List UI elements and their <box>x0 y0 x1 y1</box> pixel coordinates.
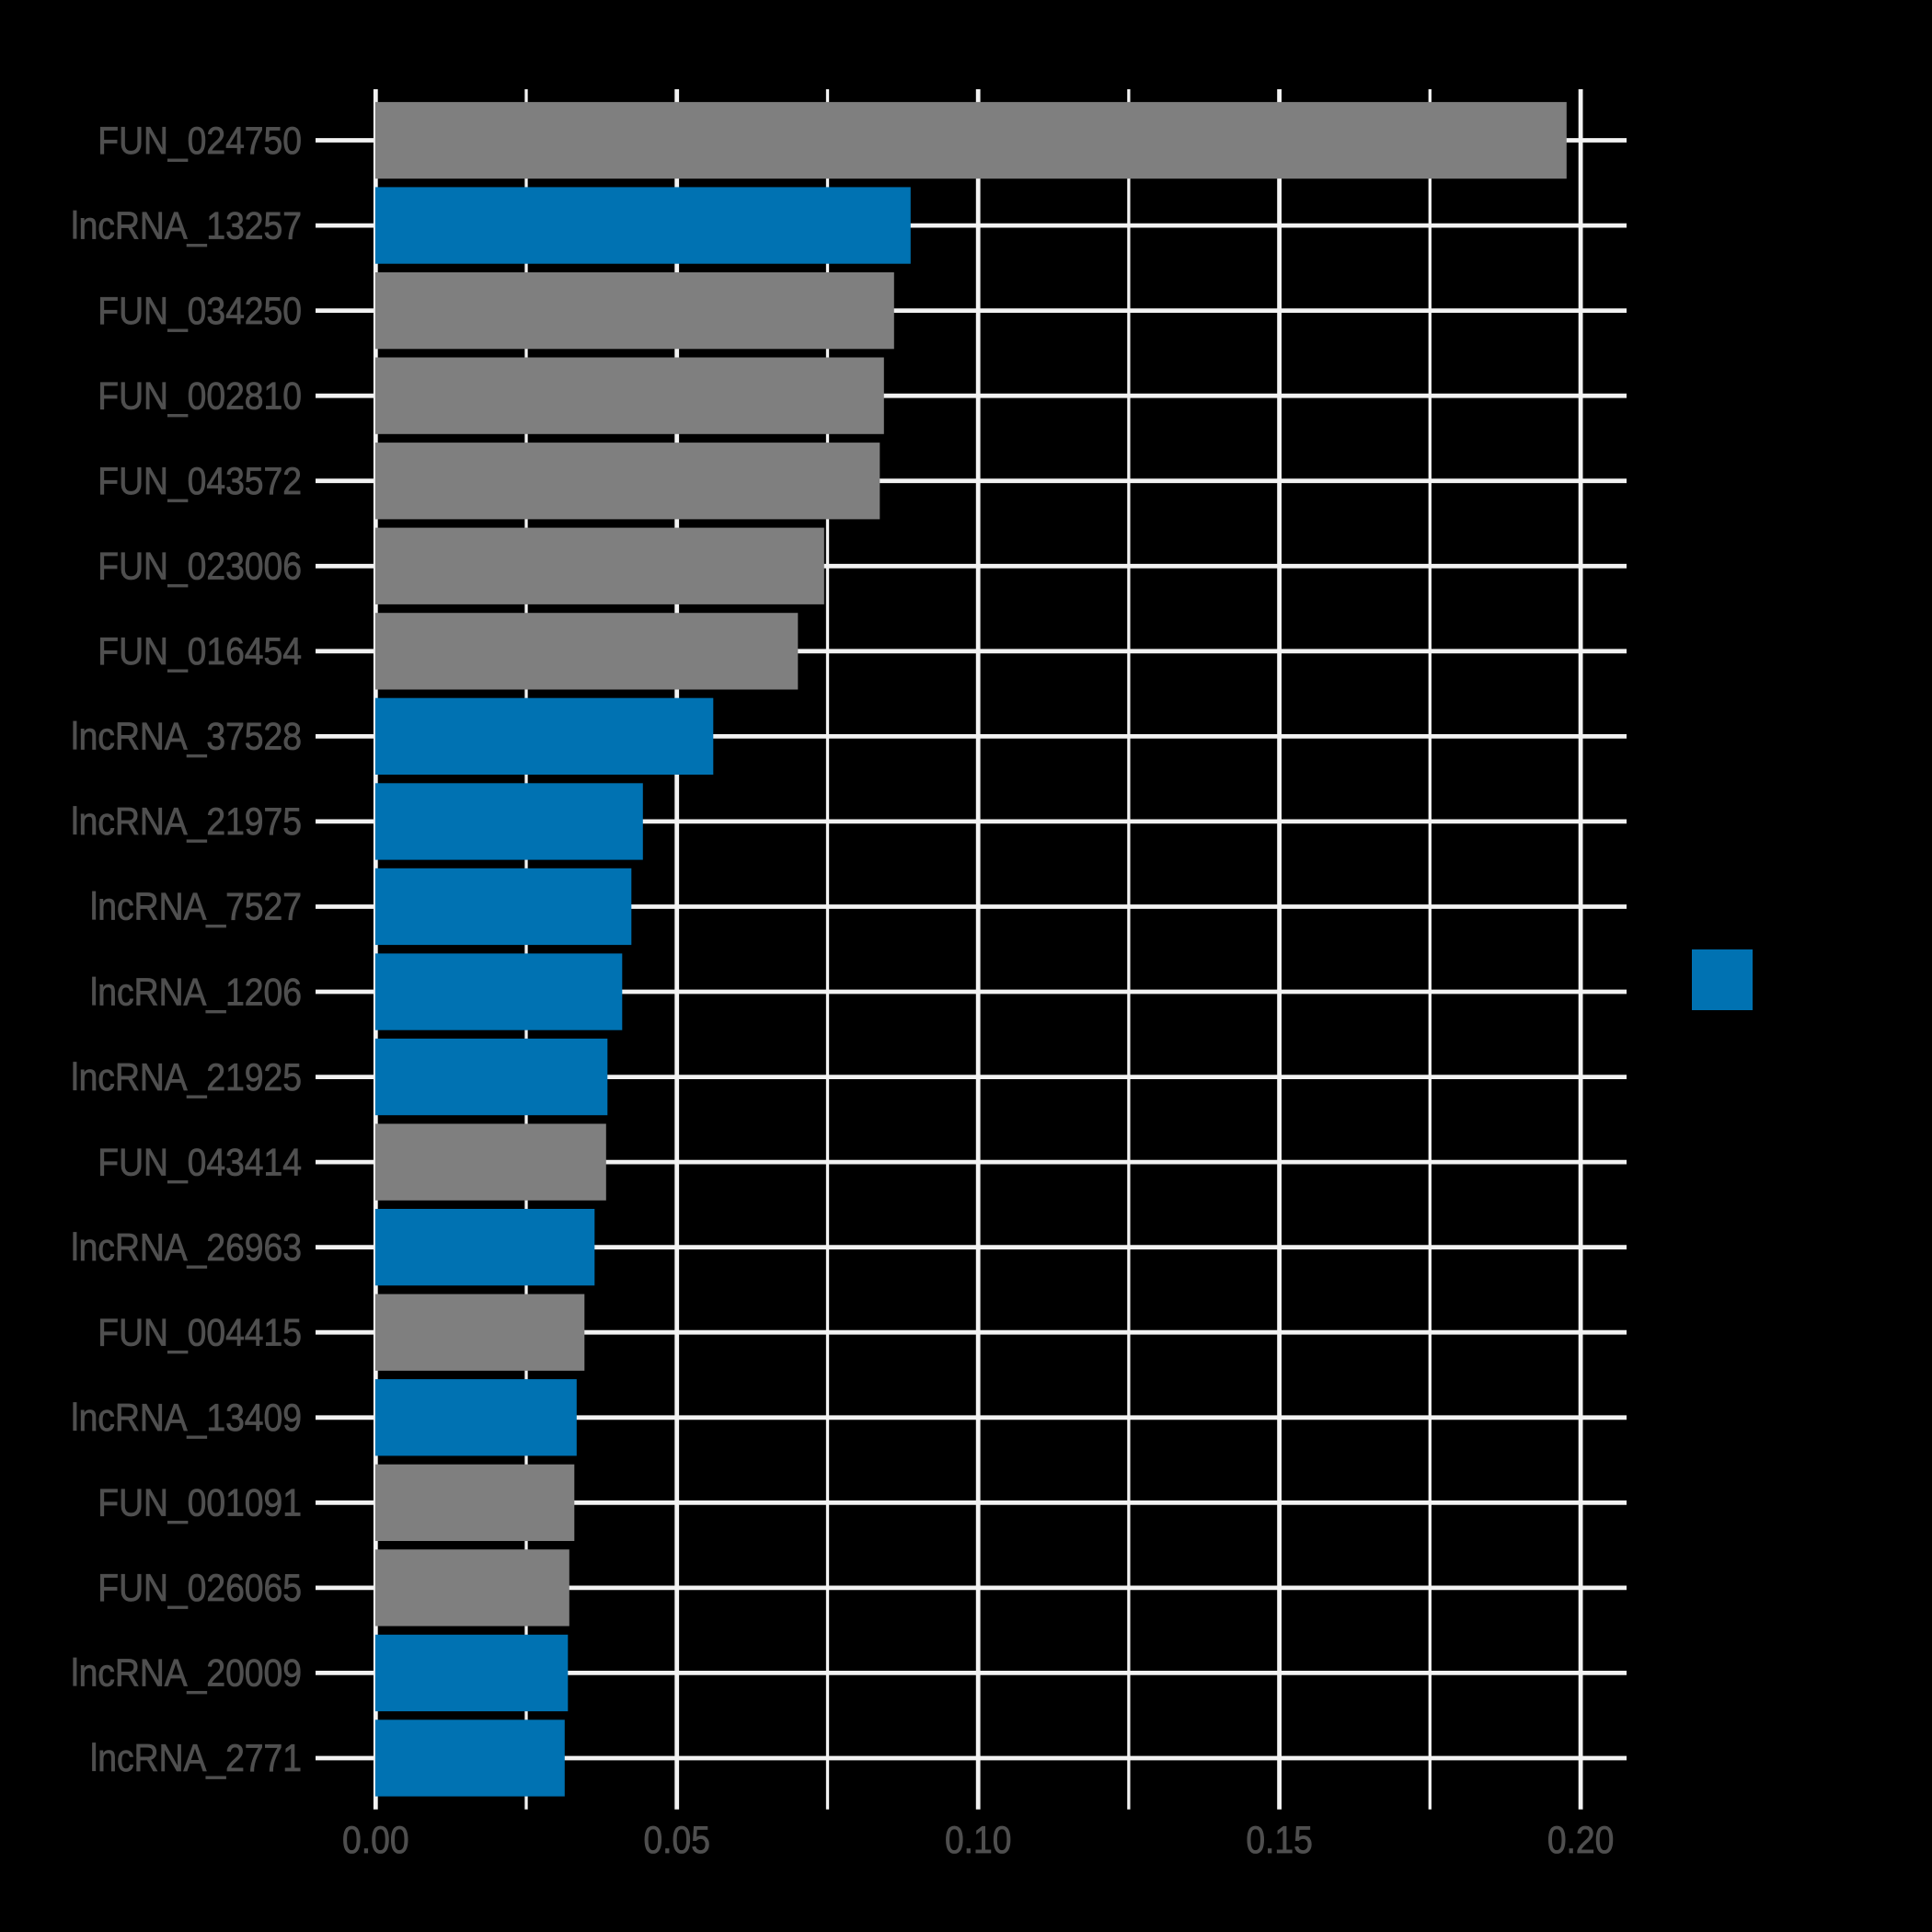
svg-text:lncRNA_26963: lncRNA_26963 <box>71 1225 302 1269</box>
svg-text:lncRNA_13257: lncRNA_13257 <box>71 203 302 247</box>
svg-text:lncRNA_21975: lncRNA_21975 <box>71 799 302 843</box>
svg-text:lncRNA_7527: lncRNA_7527 <box>90 885 302 928</box>
svg-text:lncRNA_37528: lncRNA_37528 <box>71 715 302 758</box>
svg-text:lncRNA_1206: lncRNA_1206 <box>90 970 302 1013</box>
svg-text:FUN_024750: FUN_024750 <box>98 119 302 162</box>
svg-text:0.20: 0.20 <box>1547 1818 1615 1861</box>
svg-text:lncRNA_2771: lncRNA_2771 <box>90 1736 302 1779</box>
svg-text:0.10: 0.10 <box>945 1818 1012 1861</box>
svg-text:0.15: 0.15 <box>1246 1818 1313 1861</box>
svg-text:FUN_016454: FUN_016454 <box>98 629 302 673</box>
svg-text:FUN_002810: FUN_002810 <box>98 374 302 417</box>
svg-text:FUN_043572: FUN_043572 <box>98 459 302 502</box>
svg-text:0.05: 0.05 <box>643 1818 710 1861</box>
svg-text:FUN_004415: FUN_004415 <box>98 1311 302 1354</box>
svg-text:FUN_023006: FUN_023006 <box>98 545 302 588</box>
svg-text:lncRNA_20009: lncRNA_20009 <box>71 1651 302 1695</box>
svg-text:FUN_026065: FUN_026065 <box>98 1566 302 1609</box>
svg-text:FUN_034250: FUN_034250 <box>98 289 302 332</box>
svg-text:FUN_001091: FUN_001091 <box>98 1481 302 1524</box>
svg-text:0.00: 0.00 <box>342 1818 409 1861</box>
svg-text:lncRNA_21925: lncRNA_21925 <box>71 1055 302 1098</box>
svg-text:lncRNA_13409: lncRNA_13409 <box>71 1396 302 1439</box>
svg-text:FUN_043414: FUN_043414 <box>98 1140 302 1183</box>
